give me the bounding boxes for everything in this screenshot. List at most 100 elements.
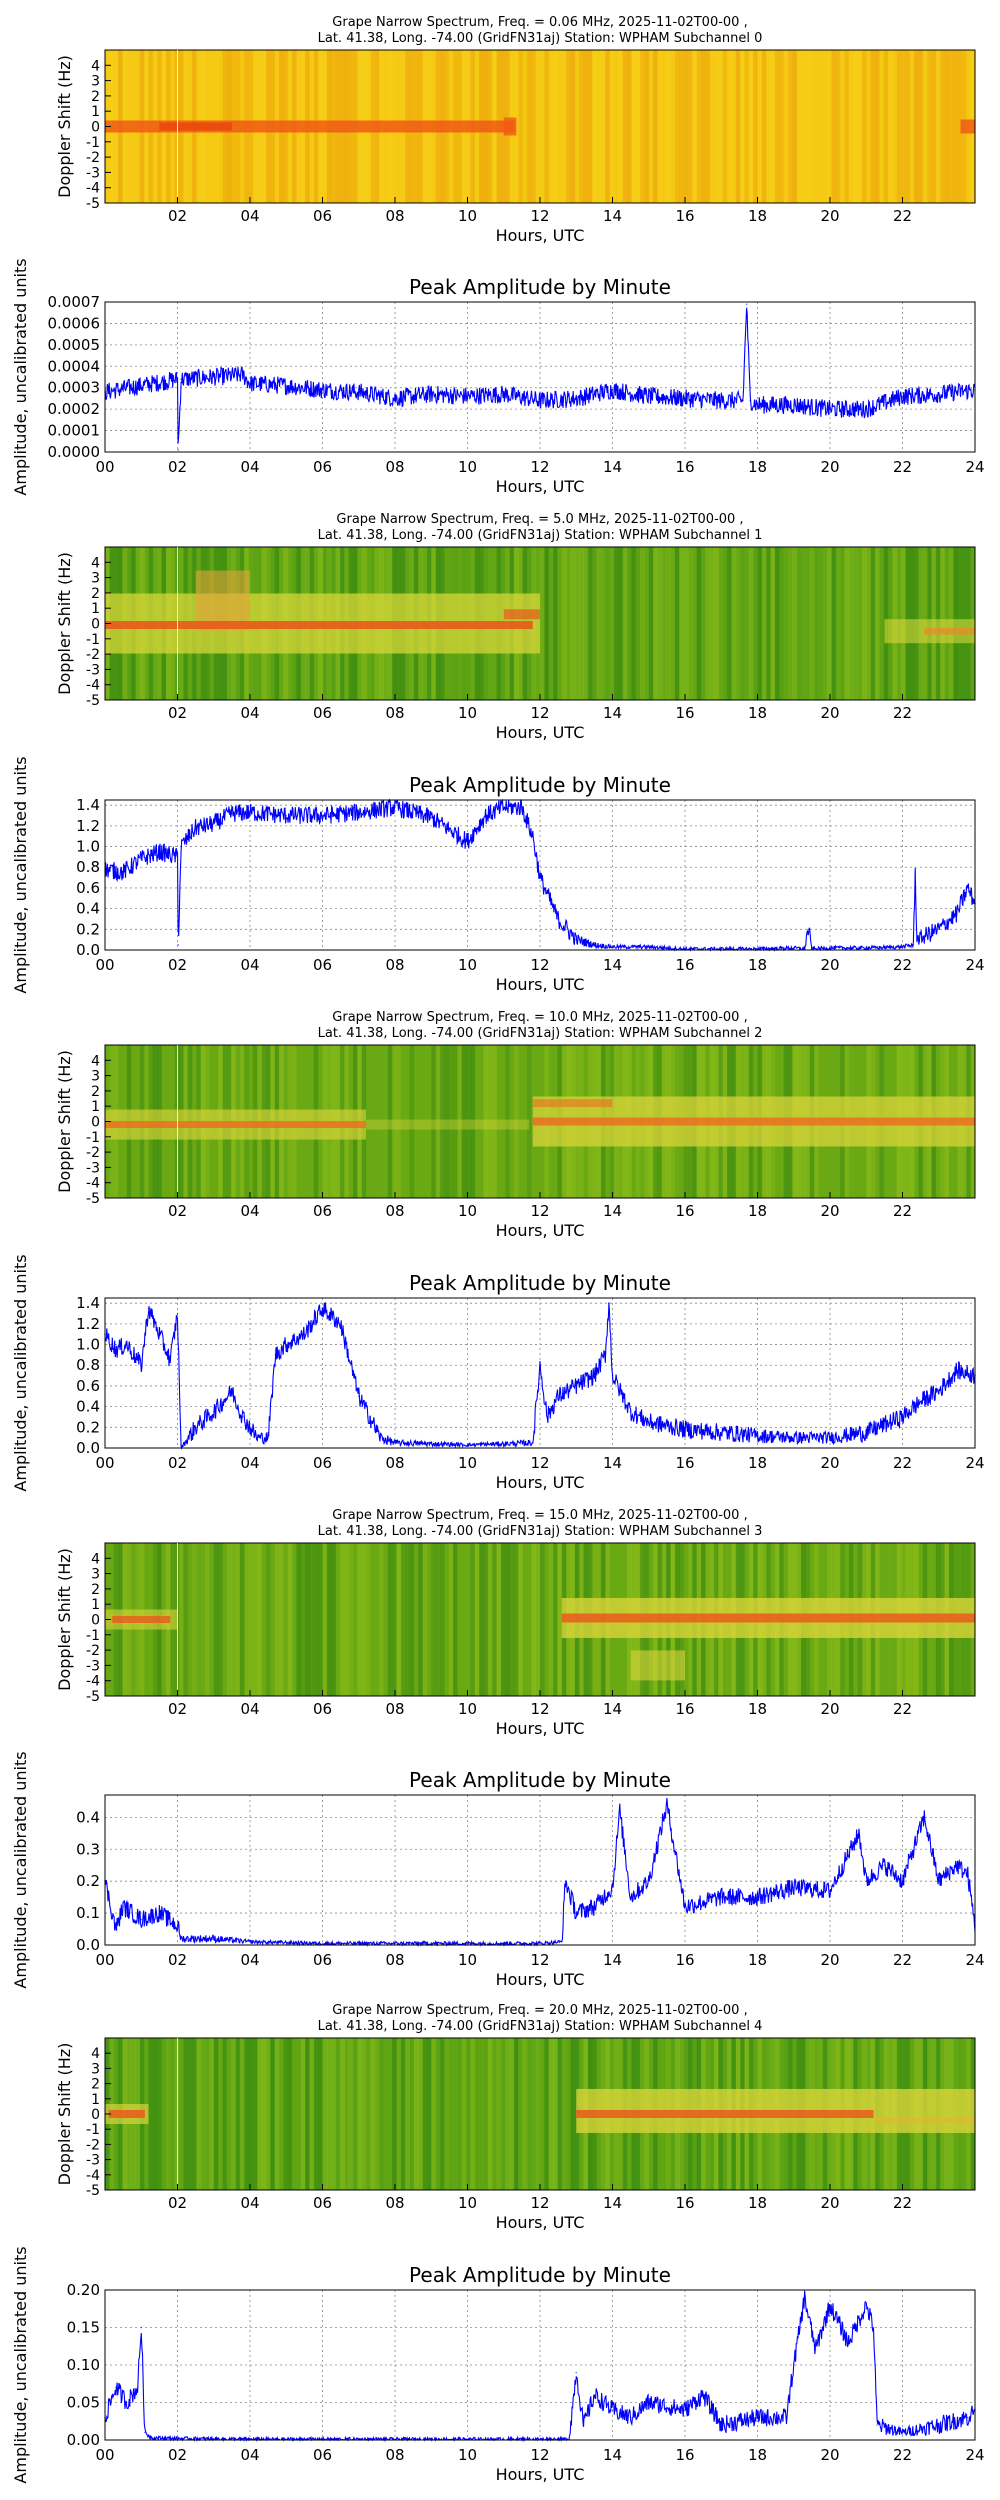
y-tick-label: 0.0000 [48,443,101,461]
heatmap-stripe [509,2038,515,2190]
chart-panel-7: Peak Amplitude by Minute 00 02 04 06 08 10 12 14… [11,1751,985,1989]
data-point [629,1410,632,1413]
y-tick-label: 0 [91,2107,100,2123]
heatmap-stripe [479,1045,484,1198]
heatmap-stripe [453,1045,458,1198]
data-point [339,1323,342,1325]
data-point [876,2424,878,2426]
heatmap-stripe [413,2038,419,2190]
x-tick-label: 10 [458,2446,477,2464]
x-tick-label: 16 [675,956,694,974]
heatmap-stripe [670,547,676,700]
y-tick-label: 0.8 [76,858,100,876]
y-tick-label: 1.0 [76,838,100,856]
heatmap-stripe [409,1045,415,1198]
heatmap-stripe [466,1045,471,1198]
heatmap-stripe [570,547,576,700]
data-point [792,1436,795,1439]
heatmap-stripe [827,50,832,203]
heatmap-stripe [840,50,845,203]
x-tick-label: 20 [820,956,839,974]
heatmap-stripe [366,1045,371,1198]
data-point [357,391,360,393]
heatmap-stripe [500,1045,506,1198]
data-point [285,814,288,817]
heatmap-stripe [426,2038,432,2190]
heatmap-stripe [292,2038,297,2190]
heatmap-stripe [835,50,841,203]
heatmap-stripe [866,547,872,700]
heatmap-stripe [674,547,680,700]
y-tick-label: 0.20 [67,2281,100,2299]
heatmap-stripe [335,2038,341,2190]
y-tick-label: -5 [86,1689,100,1705]
x-tick-label: 20 [820,2194,839,2212]
heatmap-stripe [200,1543,206,1696]
doppler-trace [532,1099,613,1108]
heatmap-stripe [787,547,793,700]
x-axis-label: Hours, UTC [496,723,585,742]
heatmap-stripe [874,50,880,203]
y-tick-label: 1 [91,601,100,617]
heatmap-stripe [696,547,702,700]
heatmap-stripe [705,50,711,203]
heatmap-stripe [792,50,798,203]
heatmap-stripe [400,2038,406,2190]
data-point [720,399,723,402]
heatmap-stripe [766,50,772,203]
heatmap-stripe [331,1543,337,1696]
heatmap-stripe [853,50,859,203]
heatmap-stripe [553,1543,558,1696]
heatmap-stripe [844,50,850,203]
heatmap-stripe [235,2038,241,2190]
x-tick-label: 14 [603,458,622,476]
y-tick-label: -2 [86,647,100,663]
data-point [115,2386,117,2389]
y-tick-label: -4 [86,2168,100,2184]
heatmap-stripe [339,1543,345,1696]
heatmap-stripe [192,1543,197,1696]
heatmap-stripe [431,1045,437,1198]
heatmap-stripe [305,2038,310,2190]
y-tick-label: 4 [91,58,100,74]
heatmap-stripe [222,2038,228,2190]
data-point [176,2437,179,2440]
x-tick-label: 12 [530,2194,549,2212]
data-point [176,1925,179,1927]
heatmap-stripe [374,2038,380,2190]
heatmap-stripe [448,1045,454,1198]
x-tick-label: 04 [240,458,259,476]
x-tick-label: 18 [748,458,767,476]
heatmap-stripe [374,1543,380,1696]
y-axis-label: Amplitude, uncalibrated units [11,1254,30,1491]
heatmap-stripe [714,50,719,203]
y-tick-label: 0.2 [76,1418,100,1436]
heatmap-stripe [165,2038,171,2190]
heatmap-stripe [622,547,628,700]
heatmap-stripe [239,1543,245,1696]
heatmap-stripe [827,547,832,700]
heatmap-stripe [413,1045,419,1198]
heatmap-stripe [592,547,598,700]
heatmap-stripe [352,1543,358,1696]
heatmap-stripe [818,50,824,203]
x-tick-label: 04 [240,2194,259,2212]
heatmap-stripe [709,50,715,203]
y-tick-label: -1 [86,1130,100,1146]
heatmap-stripe [670,50,676,203]
heatmap-stripe [874,547,880,700]
heatmap-stripe [326,2038,332,2190]
plot-frame [104,1297,976,1449]
data-point [394,397,396,400]
y-tick-label: 2 [91,586,100,602]
heatmap-stripe [331,2038,337,2190]
heatmap-stripe [409,1543,415,1696]
heatmap-stripe [453,1543,458,1696]
heatmap-stripe [587,50,593,203]
heatmap-stripe [509,1543,515,1696]
heatmap-stripe [218,1543,223,1696]
heatmap-stripe [892,50,898,203]
x-tick-label: 14 [603,1202,622,1220]
data-point [756,404,759,406]
